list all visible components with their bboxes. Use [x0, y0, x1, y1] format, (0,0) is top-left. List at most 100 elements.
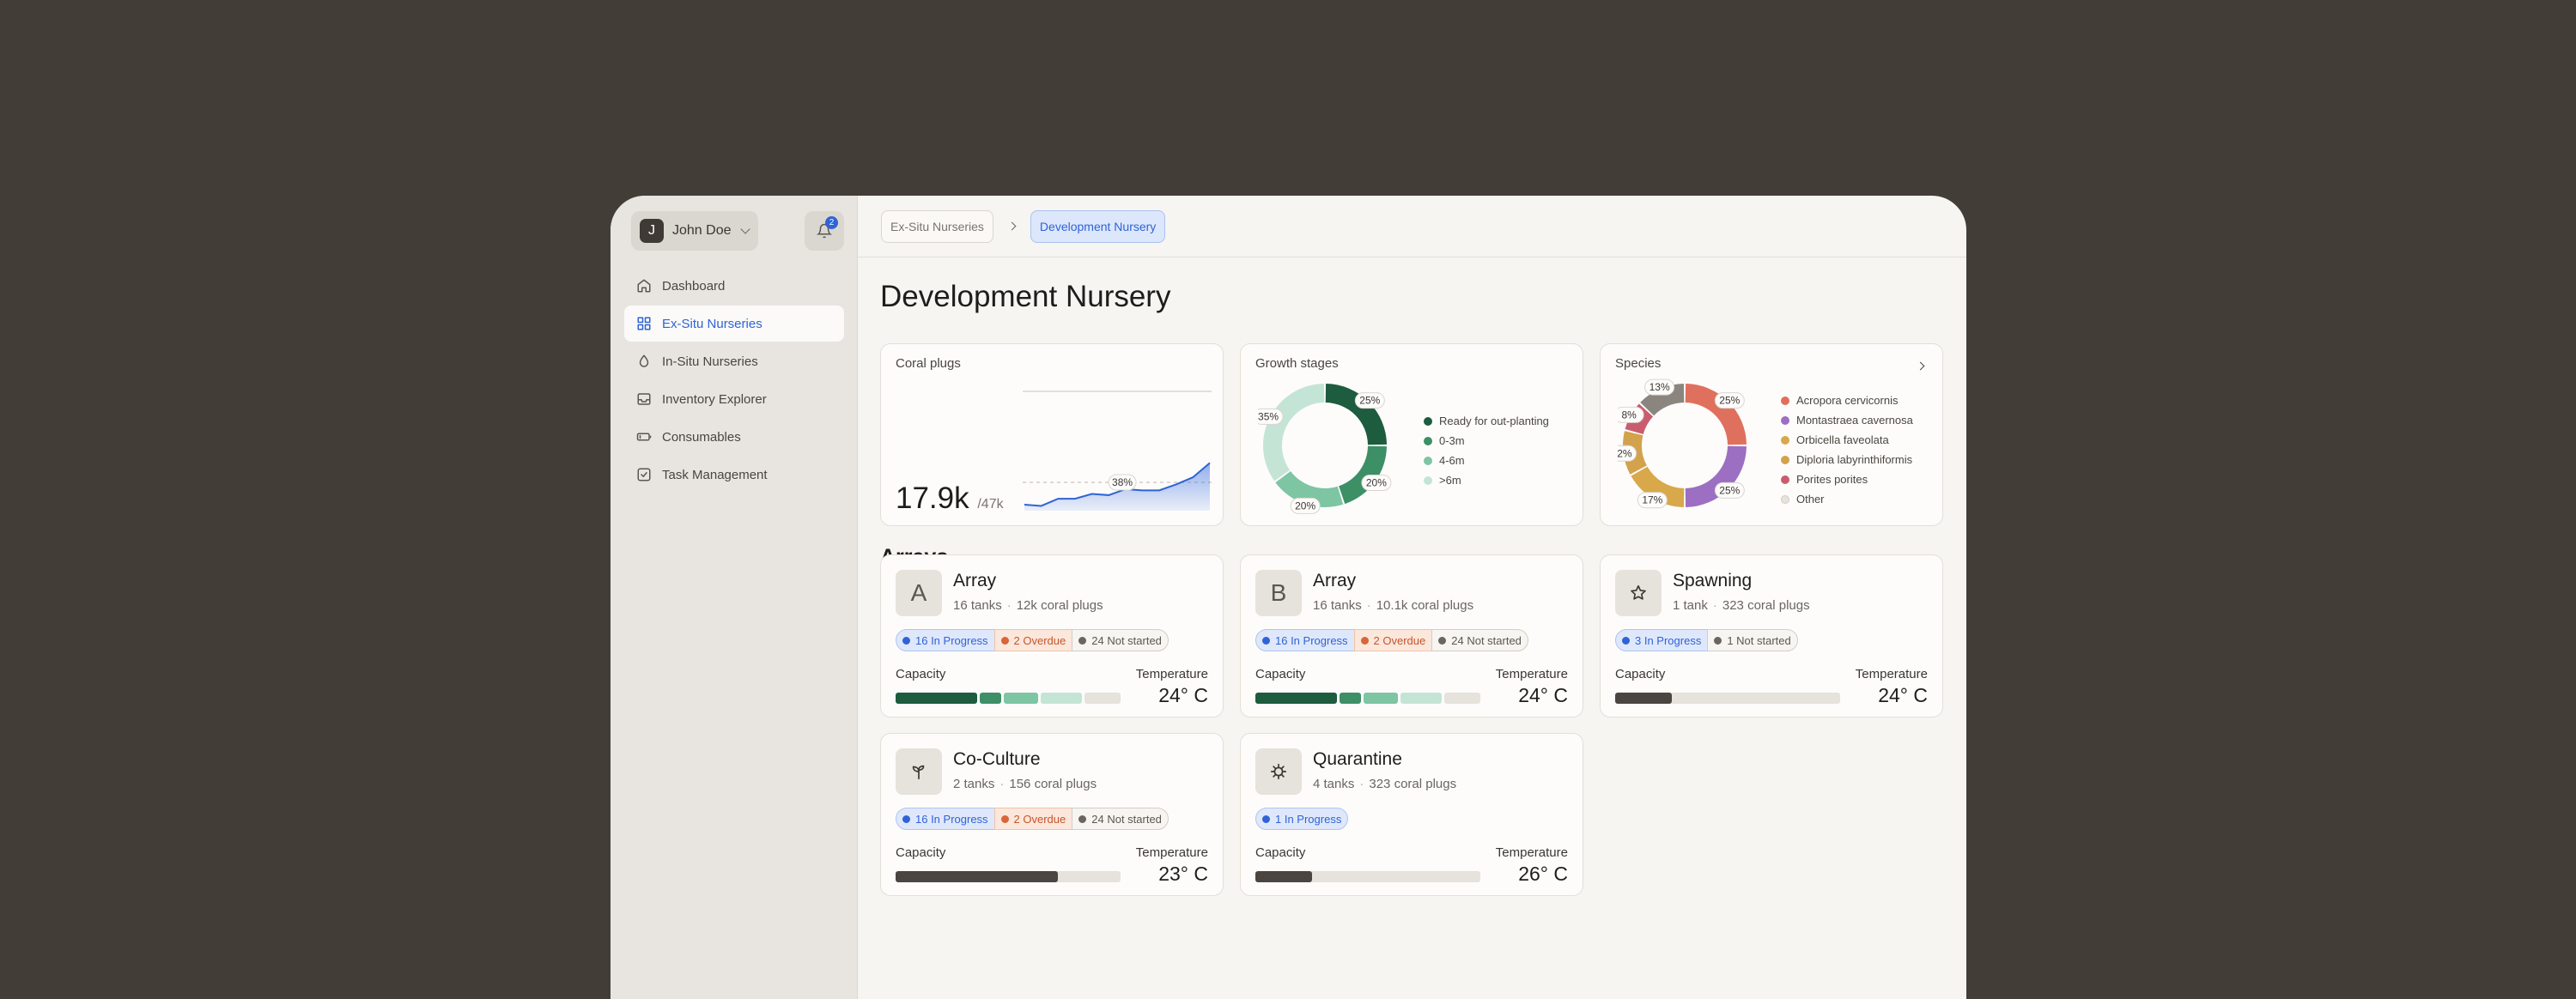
status-badge-progress[interactable]: 16 In Progress — [896, 808, 995, 830]
legend-label: 4-6m — [1439, 454, 1465, 467]
status-badge-idle[interactable]: 1 Not started — [1707, 629, 1798, 651]
status-dot — [1622, 636, 1630, 645]
array-plugs: 323 coral plugs — [1722, 598, 1810, 613]
status-dot — [1262, 814, 1270, 823]
legend-item: Ready for out-planting — [1424, 411, 1549, 431]
legend-swatch — [1424, 416, 1432, 426]
array-card[interactable]: Spawning 1 tank · 323 coral plugs 3 In Progr… — [1600, 554, 1943, 717]
sidebar-item-dashboard[interactable]: Dashboard — [624, 268, 844, 304]
status-badge-overdue[interactable]: 2 Overdue — [1353, 629, 1433, 651]
status-badge-idle[interactable]: 24 Not started — [1431, 629, 1528, 651]
sidebar-item-consumables[interactable]: Consumables — [624, 419, 844, 455]
legend-swatch — [1781, 494, 1789, 504]
legend-label: Ready for out-planting — [1439, 415, 1549, 427]
battery-icon — [636, 429, 652, 445]
array-plugs: 12k coral plugs — [1016, 598, 1103, 613]
sidebar-item-in-situ-nurseries[interactable]: In-Situ Nurseries — [624, 343, 844, 379]
virus-icon — [1255, 748, 1302, 795]
capacity-label: Capacity — [896, 845, 946, 860]
svg-text:20%: 20% — [1295, 499, 1315, 512]
legend-item: 0-3m — [1424, 431, 1549, 451]
status-dot — [1078, 636, 1087, 645]
legend-label: Orbicella faveolata — [1796, 433, 1889, 446]
array-card[interactable]: Co-Culture 2 tanks · 156 coral plugs 16 In P… — [880, 733, 1224, 896]
grid-icon — [636, 316, 652, 331]
donut-label-4: 12% — [1618, 445, 1637, 462]
array-tanks: 2 tanks — [953, 777, 995, 791]
temperature-label: Temperature — [1135, 845, 1208, 860]
user-name: John Doe — [672, 223, 732, 238]
chevron-right-icon[interactable] — [1916, 361, 1925, 371]
separator: · — [1366, 598, 1371, 613]
capacity-segment — [1364, 693, 1398, 704]
status-badge-progress[interactable]: 1 In Progress — [1255, 808, 1349, 830]
checkbox-icon — [636, 467, 652, 482]
sidebar-item-inventory-explorer[interactable]: Inventory Explorer — [624, 381, 844, 417]
status-badge-progress[interactable]: 16 In Progress — [896, 629, 995, 651]
sidebar-item-label: Ex-Situ Nurseries — [662, 316, 762, 331]
donut-slice-3 — [1631, 466, 1685, 507]
sprout-icon — [896, 748, 942, 795]
status-dot — [1438, 636, 1447, 645]
legend-item: >6m — [1424, 470, 1549, 490]
legend-label: Porites porites — [1796, 473, 1868, 486]
species-legend: Acropora cervicornis Montastraea cavernos… — [1781, 391, 1913, 509]
status-badges: 16 In Progress 2 Overdue 24 Not started — [896, 629, 1169, 651]
species-card[interactable]: Species 25% 25% 17% 12% 8% 13% Acropora cervi… — [1600, 343, 1943, 526]
user-menu-button[interactable]: J John Doe — [631, 211, 758, 251]
capacity-bar — [1615, 693, 1840, 704]
status-badge-idle[interactable]: 24 Not started — [1072, 808, 1169, 830]
status-dot — [1262, 636, 1270, 645]
array-tanks: 16 tanks — [1313, 598, 1362, 613]
array-summary: 1 tank · 323 coral plugs — [1673, 598, 1810, 613]
breadcrumb-current[interactable]: Development Nursery — [1030, 209, 1166, 243]
status-badge-progress[interactable]: 3 In Progress — [1615, 629, 1709, 651]
capacity-segment — [1004, 693, 1038, 704]
status-badge-progress[interactable]: 16 In Progress — [1255, 629, 1355, 651]
array-card[interactable]: B Array 16 tanks · 10.1k coral plugs 16 In Pr… — [1240, 554, 1583, 717]
donut-slice-2 — [1685, 445, 1747, 507]
capacity-fill — [896, 871, 1058, 882]
legend-label: Montastraea cavernosa — [1796, 414, 1913, 427]
chart-line — [1024, 462, 1211, 507]
donut-label-3: 20% — [1290, 497, 1321, 514]
home-icon — [636, 278, 652, 294]
array-name: Spawning — [1673, 571, 1753, 590]
donut-label-3: 17% — [1637, 492, 1668, 509]
legend-item: 4-6m — [1424, 451, 1549, 470]
notification-count-badge: 2 — [825, 216, 838, 229]
sidebar-item-ex-situ-nurseries[interactable]: Ex-Situ Nurseries — [624, 306, 844, 342]
status-label: 16 In Progress — [915, 633, 988, 647]
array-tanks: 4 tanks — [1313, 777, 1355, 791]
capacity-segment — [1400, 693, 1442, 704]
breadcrumb: Ex-Situ Nurseries Development Nursery — [858, 196, 1966, 257]
legend-swatch — [1781, 435, 1789, 445]
svg-text:25%: 25% — [1719, 484, 1740, 496]
capacity-fill — [1615, 693, 1672, 704]
status-badge-overdue[interactable]: 2 Overdue — [993, 808, 1073, 830]
donut-label-1: 25% — [1354, 392, 1385, 409]
sidebar-item-task-management[interactable]: Task Management — [624, 457, 844, 493]
status-badge-overdue[interactable]: 2 Overdue — [993, 629, 1073, 651]
status-label: 1 Not started — [1727, 633, 1791, 647]
status-badge-idle[interactable]: 24 Not started — [1072, 629, 1169, 651]
array-card[interactable]: A Array 16 tanks · 12k coral plugs 16 In Prog… — [880, 554, 1224, 717]
coral-plugs-title: Coral plugs — [896, 356, 961, 371]
capacity-bar — [1255, 871, 1480, 882]
legend-swatch — [1424, 436, 1432, 445]
array-summary: 4 tanks · 323 coral plugs — [1313, 777, 1456, 791]
array-card[interactable]: Quarantine 4 tanks · 323 coral plugs 1 In Pr… — [1240, 733, 1583, 896]
svg-text:8%: 8% — [1621, 409, 1637, 421]
svg-text:20%: 20% — [1366, 476, 1387, 488]
chart-annotation-label: 38% — [1112, 476, 1133, 488]
notifications-button[interactable]: 2 — [805, 211, 844, 251]
inbox-icon — [636, 391, 652, 407]
array-letter-icon: A — [896, 570, 942, 616]
sidebar: J John Doe 2 Dashboard Ex-Situ Nurseries I… — [611, 196, 858, 999]
capacity-label: Capacity — [1255, 667, 1306, 681]
species-donut: 25% 25% 17% 12% 8% 13% — [1618, 378, 1747, 509]
legend-item: Other — [1781, 489, 1913, 509]
donut-label-4: 35% — [1258, 408, 1284, 425]
breadcrumb-parent[interactable]: Ex-Situ Nurseries — [881, 209, 993, 243]
growth-stages-donut: 25% 20% 20% 35% — [1258, 384, 1392, 514]
